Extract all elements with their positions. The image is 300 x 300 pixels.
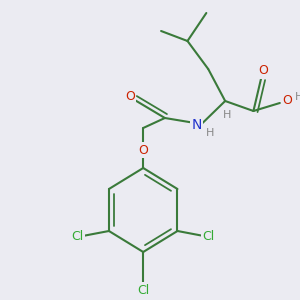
Text: H: H [223, 110, 231, 120]
Text: Cl: Cl [137, 284, 149, 296]
Text: Cl: Cl [202, 230, 215, 242]
Text: H: H [295, 92, 300, 102]
Text: Cl: Cl [72, 230, 84, 242]
Text: H: H [206, 128, 214, 138]
Text: O: O [282, 94, 292, 107]
Text: O: O [138, 143, 148, 157]
Text: O: O [125, 89, 135, 103]
Text: N: N [192, 118, 202, 132]
Text: O: O [258, 64, 268, 77]
